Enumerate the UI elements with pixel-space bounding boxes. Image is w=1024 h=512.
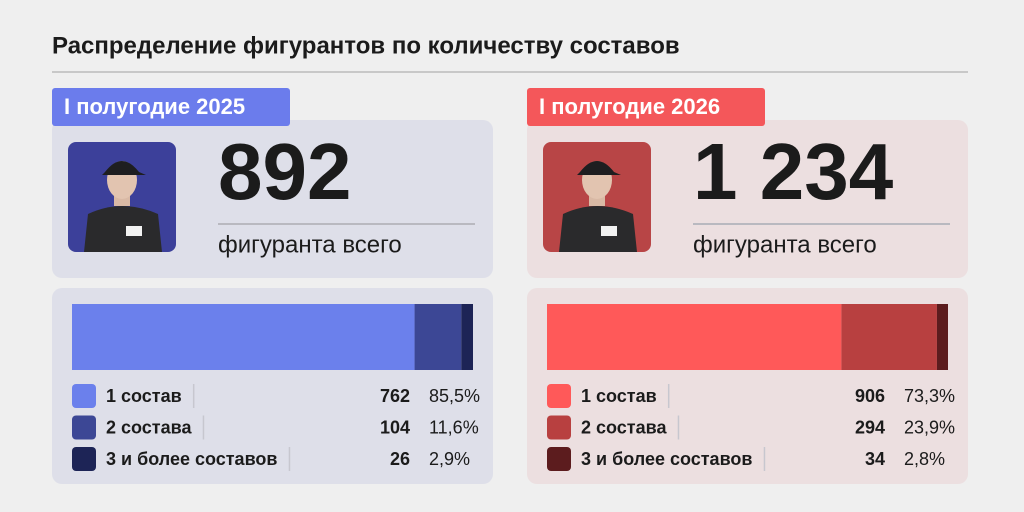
total-value: 892 xyxy=(218,127,351,216)
avatar-cap xyxy=(102,161,146,175)
period-tag xyxy=(52,88,290,126)
bar-segment xyxy=(936,304,948,370)
legend-count: 104 xyxy=(380,417,410,437)
legend-count: 26 xyxy=(390,449,410,469)
avatar-badge xyxy=(601,226,617,236)
bar-segment xyxy=(547,304,842,370)
legend-swatch xyxy=(72,415,96,440)
legend-count: 294 xyxy=(855,417,885,437)
legend-share: 11,6% xyxy=(429,417,479,437)
avatar-body xyxy=(559,206,637,252)
avatar-cap xyxy=(577,161,621,175)
total-caption: фигуранта всего xyxy=(693,231,877,258)
legend-share: 23,9% xyxy=(904,417,955,437)
legend-share: 2,9% xyxy=(429,449,470,469)
bar-segment xyxy=(461,304,473,370)
legend-label: 3 и более составов xyxy=(581,449,752,469)
bar-segment xyxy=(414,304,462,370)
bar-segment xyxy=(72,304,415,370)
legend-count: 762 xyxy=(380,386,410,406)
period-label: I полугодие 2026 xyxy=(539,94,720,119)
legend-swatch xyxy=(547,447,571,471)
legend-share: 2,8% xyxy=(904,449,945,469)
legend-swatch xyxy=(547,415,571,440)
legend-label: 2 состава xyxy=(106,417,192,437)
legend-share: 85,5% xyxy=(429,386,480,406)
period-label: I полугодие 2025 xyxy=(64,94,245,119)
legend-swatch xyxy=(547,384,571,408)
legend-label: 2 состава xyxy=(581,417,667,437)
legend-count: 34 xyxy=(865,449,885,469)
legend-count: 906 xyxy=(855,386,885,406)
legend-label: 1 состав xyxy=(581,386,657,406)
legend-label: 1 состав xyxy=(106,386,182,406)
total-caption: фигуранта всего xyxy=(218,231,402,258)
title: Распределение фигурантов по количеству с… xyxy=(52,32,680,59)
avatar-badge xyxy=(126,226,142,236)
legend-swatch xyxy=(72,447,96,471)
period-tag xyxy=(527,88,765,126)
legend-swatch xyxy=(72,384,96,408)
legend-label: 3 и более составов xyxy=(106,449,277,469)
legend-share: 73,3% xyxy=(904,386,955,406)
bar-segment xyxy=(841,304,937,370)
avatar-body xyxy=(84,206,162,252)
total-value: 1 234 xyxy=(693,127,894,216)
